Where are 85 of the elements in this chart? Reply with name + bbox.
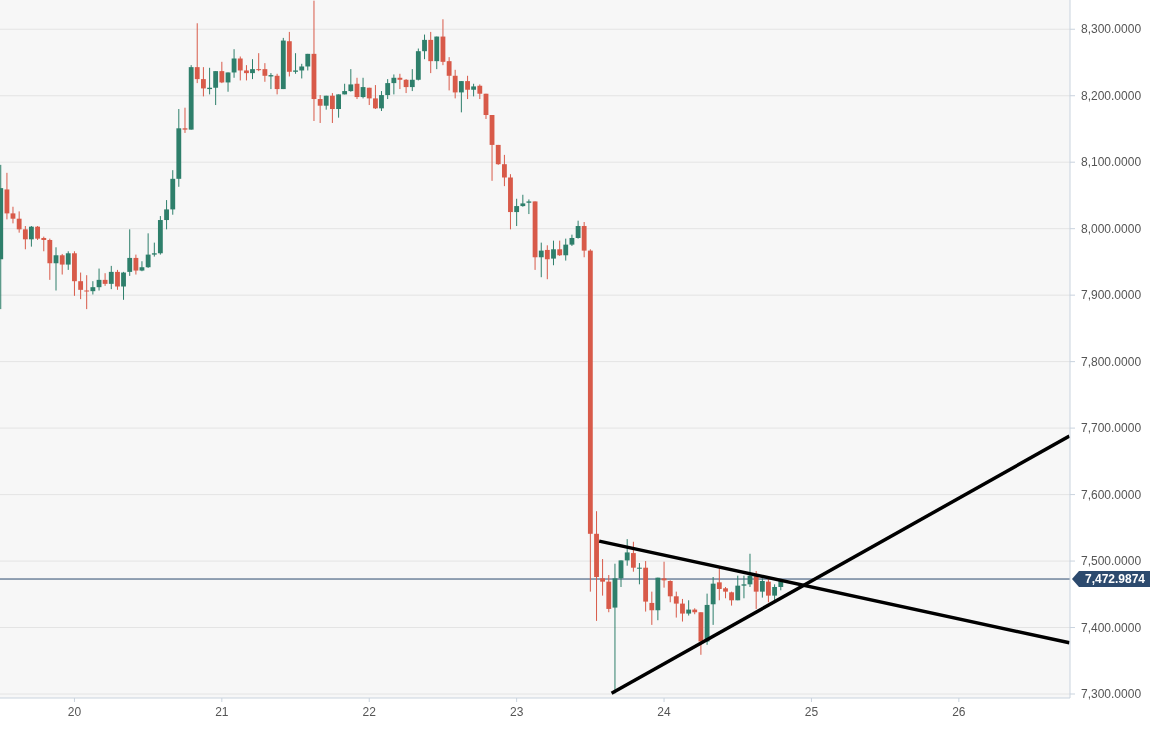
candlestick [673,591,679,619]
candlestick [121,271,126,301]
candlestick [201,66,206,97]
y-tick-label: 8,200.0000 [1081,88,1142,103]
candlestick [735,575,741,601]
candlestick [213,70,219,106]
y-tick-label: 7,800.0000 [1081,354,1142,369]
candlestick [465,75,470,100]
candlestick [237,56,243,81]
candlestick [16,210,22,234]
y-tick-label: 7,400.0000 [1081,620,1142,635]
y-tick-label: 7,300.0000 [1081,687,1142,702]
y-tick-label: 7,500.0000 [1081,554,1142,569]
candlestick [551,240,556,266]
candlestick [182,107,188,134]
candlestick [373,84,378,110]
candlestick [164,199,169,230]
x-tick-label: 26 [952,705,966,719]
candlestick [329,92,335,124]
candlestick [10,206,16,224]
candlestick [600,558,605,597]
x-tick-label: 21 [215,705,229,719]
candlestick [47,238,53,281]
candlestick [637,562,642,585]
y-tick-label: 7,700.0000 [1081,421,1142,436]
candlestick [428,31,434,74]
candlestick [219,61,225,84]
x-tick-label: 25 [804,705,819,719]
candlestick [385,78,391,100]
candlestick [624,538,630,567]
y-tick-label: 8,000.0000 [1081,221,1142,236]
candlestick [336,93,341,119]
candlestick [446,56,452,91]
candlestick [102,272,108,287]
candlestick [680,598,685,623]
candlestick [274,73,280,95]
candlestick [194,22,200,84]
candlestick [115,269,120,291]
candlestick [710,576,716,626]
candlestick [526,198,532,215]
candlestick [514,198,520,227]
candlestick [250,58,255,80]
candlestick [78,272,84,300]
candlestick [741,575,747,599]
candlestick [133,254,139,276]
candlestick [502,154,507,187]
y-tick-label: 8,100.0000 [1081,155,1142,170]
candlestick [397,73,403,90]
x-tick-label: 23 [509,705,524,719]
candlestick [563,238,569,262]
candlestick [59,253,65,276]
candlestick [145,232,151,269]
candlestick [649,591,655,626]
candlestick [108,265,114,290]
candlestick [139,260,145,272]
candlestick [538,242,544,278]
candlestick [293,52,298,75]
x-tick-label: 20 [67,705,82,719]
candlestick [409,68,415,92]
candlestick [630,541,636,573]
candlestick [28,225,34,248]
candlestick [84,274,90,310]
candlestick [759,577,765,599]
y-tick-label: 7,900.0000 [1081,288,1142,303]
candlestick [127,228,133,277]
candlestick [22,225,28,250]
candlestick [403,78,409,94]
ref-line-label: 7,472.9874 [1084,572,1146,587]
candlestick [753,570,759,610]
candlestick [458,80,464,113]
candlestick [544,244,550,280]
y-tick-label: 7,600.0000 [1081,487,1142,502]
y-tick-label: 8,300.0000 [1081,22,1142,37]
x-tick-label: 22 [362,705,377,719]
candlestick [391,73,397,95]
candlestick [422,34,427,60]
candlestick [766,578,771,603]
x-tick-label: 24 [657,705,672,719]
candlestick [452,69,458,99]
candlestick [348,68,354,93]
candlestick [65,250,71,271]
candlestick [317,94,323,124]
candlestick [667,579,673,603]
candlestick [379,90,384,112]
candlestick [90,280,96,295]
